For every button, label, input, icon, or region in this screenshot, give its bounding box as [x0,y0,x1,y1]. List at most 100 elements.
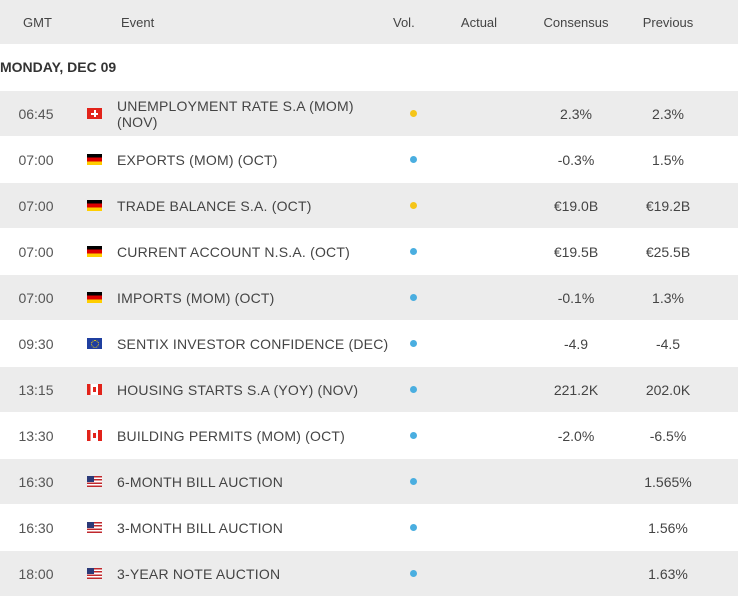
previous-value: 1.5% [652,151,684,168]
event-row[interactable]: 09:30 SENTIX INVESTOR CONFIDENCE (DEC) -4.… [0,320,738,366]
event-row[interactable]: 06:45 UNEMPLOYMENT RATE S.A (MOM) (NOV) 2.… [0,90,738,136]
column-header-consensus[interactable]: Consensus [543,14,609,30]
event-time: 13:15 [18,381,54,398]
volatility-low-dot-icon [410,294,417,301]
flag-cell [72,430,117,441]
flag-cell [72,476,117,487]
canada-flag-icon [87,430,102,441]
volatility-medium-dot-icon [410,202,417,209]
previous-value: €19.2B [645,197,691,214]
volatility-medium-dot-icon [410,110,417,117]
volatility-cell [393,156,434,163]
previous-value: €25.5B [645,243,691,260]
event-name[interactable]: BUILDING PERMITS (MOM) (OCT) [117,427,346,444]
event-row[interactable]: 18:00 3-YEAR NOTE AUCTION 1.63% [0,550,738,596]
previous-value: -6.5% [649,427,687,444]
event-row[interactable]: 16:30 3-MONTH BILL AUCTION 1.56% [0,504,738,550]
event-time: 16:30 [18,473,54,490]
flag-cell [72,246,117,257]
event-time: 13:30 [18,427,54,444]
event-row[interactable]: 16:30 6-MONTH BILL AUCTION 1.565% [0,458,738,504]
volatility-cell [393,478,434,485]
germany-flag-icon [87,200,102,211]
volatility-cell [393,524,434,531]
consensus-value: €19.0B [553,197,599,214]
event-name[interactable]: HOUSING STARTS S.A (YOY) (NOV) [117,381,359,398]
column-header-vol[interactable]: Vol. [393,14,415,30]
event-name[interactable]: 6-MONTH BILL AUCTION [117,473,284,490]
column-header-event[interactable]: Event [121,14,155,30]
flag-cell [72,292,117,303]
volatility-cell [393,110,434,117]
event-time: 07:00 [18,151,54,168]
volatility-cell [393,386,434,393]
previous-value: 2.3% [652,105,684,122]
volatility-low-dot-icon [410,524,417,531]
previous-value: 202.0K [645,381,691,398]
event-row[interactable]: 07:00 IMPORTS (MOM) (OCT) -0.1% 1.3% [0,274,738,320]
consensus-value: -4.9 [563,335,589,352]
event-name[interactable]: CURRENT ACCOUNT N.S.A. (OCT) [117,243,350,260]
event-list: 06:45 UNEMPLOYMENT RATE S.A (MOM) (NOV) 2.… [0,90,738,596]
event-time: 16:30 [18,519,54,536]
event-name[interactable]: IMPORTS (MOM) (OCT) [117,289,275,306]
previous-value: 1.63% [648,565,688,582]
flag-cell [72,338,117,349]
event-time: 07:00 [18,243,54,260]
consensus-value: €19.5B [553,243,599,260]
volatility-cell [393,432,434,439]
event-name[interactable]: SENTIX INVESTOR CONFIDENCE (DEC) [117,335,389,352]
consensus-value: 2.3% [560,105,592,122]
volatility-low-dot-icon [410,478,417,485]
switzerland-flag-icon [87,108,102,119]
volatility-cell [393,294,434,301]
flag-cell [72,154,117,165]
consensus-value: 221.2K [553,381,599,398]
event-name[interactable]: 3-MONTH BILL AUCTION [117,519,284,536]
consensus-value: -0.3% [557,151,595,168]
event-name[interactable]: UNEMPLOYMENT RATE S.A (MOM) (NOV) [117,97,354,130]
volatility-cell [393,340,434,347]
germany-flag-icon [87,154,102,165]
volatility-low-dot-icon [410,156,417,163]
consensus-value: -0.1% [557,289,595,306]
day-header: MONDAY, DEC 09 [0,44,738,90]
canada-flag-icon [87,384,102,395]
flag-cell [72,108,117,119]
event-name[interactable]: 3-YEAR NOTE AUCTION [117,565,281,582]
usa-flag-icon [87,568,102,579]
event-row[interactable]: 13:30 BUILDING PERMITS (MOM) (OCT) -2.0% -6… [0,412,738,458]
column-header-gmt[interactable]: GMT [23,14,52,30]
previous-value: 1.565% [644,473,692,490]
event-time: 09:30 [18,335,54,352]
flag-cell [72,522,117,533]
event-row[interactable]: 07:00 TRADE BALANCE S.A. (OCT) €19.0B €19.2… [0,182,738,228]
volatility-cell [393,202,434,209]
consensus-value: -2.0% [557,427,595,444]
eu-flag-icon [87,338,102,349]
flag-cell [72,200,117,211]
flag-cell [72,384,117,395]
usa-flag-icon [87,476,102,487]
event-row[interactable]: 07:00 EXPORTS (MOM) (OCT) -0.3% 1.5% [0,136,738,182]
event-time: 07:00 [18,197,54,214]
event-time: 18:00 [18,565,54,582]
event-row[interactable]: 13:15 HOUSING STARTS S.A (YOY) (NOV) 221.2… [0,366,738,412]
volatility-low-dot-icon [410,386,417,393]
previous-value: -4.5 [655,335,681,352]
flag-cell [72,568,117,579]
volatility-cell [393,570,434,577]
usa-flag-icon [87,522,102,533]
event-name[interactable]: TRADE BALANCE S.A. (OCT) [117,197,312,214]
column-header-previous[interactable]: Previous [642,14,694,30]
germany-flag-icon [87,292,102,303]
event-row[interactable]: 07:00 CURRENT ACCOUNT N.S.A. (OCT) €19.5B €… [0,228,738,274]
volatility-low-dot-icon [410,248,417,255]
event-time: 06:45 [18,105,54,122]
volatility-low-dot-icon [410,570,417,577]
column-header-actual[interactable]: Actual [460,14,498,30]
germany-flag-icon [87,246,102,257]
volatility-low-dot-icon [410,340,417,347]
previous-value: 1.56% [648,519,688,536]
event-name[interactable]: EXPORTS (MOM) (OCT) [117,151,278,168]
